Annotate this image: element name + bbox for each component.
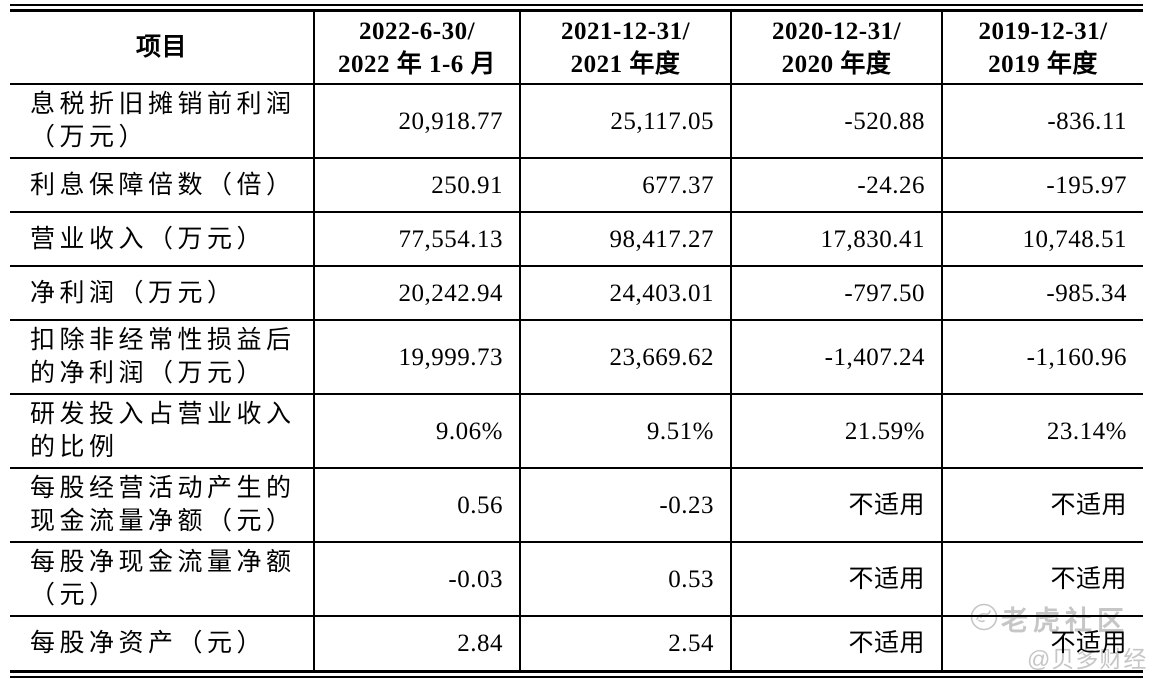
metric-value: 10,748.51 [941,212,1143,267]
period-2021-header: 2021-12-31/ 2021 年度 [519,12,731,85]
metric-value: -836.11 [941,84,1143,159]
metric-label: 利息保障倍数（倍） [10,158,314,213]
metric-row-revenue: 营业收入（万元） 77,554.13 98,417.27 17,830.41 1… [10,212,1143,267]
metric-value: 98,417.27 [519,212,731,267]
metric-value: 2.54 [519,616,731,670]
metric-value: 不适用 [730,616,942,670]
metric-value: -985.34 [941,266,1143,321]
metric-value: -1,160.96 [941,320,1143,395]
metric-value: -0.23 [519,468,731,543]
metric-value: 19,999.73 [313,320,520,395]
header-row: 项目 2022-6-30/ 2022 年 1-6 月 2021-12-31/ 2… [10,12,1143,85]
metric-label: 营业收入（万元） [10,212,314,267]
metric-value: 不适用 [941,468,1143,543]
metric-value: 不适用 [730,468,942,543]
metric-value: 77,554.13 [313,212,520,267]
metric-value: 9.06% [313,394,520,469]
metric-value: 20,918.77 [313,84,520,159]
metric-value: -24.26 [730,158,942,213]
period-2020-header: 2020-12-31/ 2020 年度 [730,12,942,85]
metric-row-adjusted-net-profit: 扣除非经常性损益后 的净利润（万元） 19,999.73 23,669.62 -… [10,320,1143,395]
metric-value: 0.56 [313,468,520,543]
metric-value: 250.91 [313,158,520,213]
metric-value: 21.59% [730,394,942,469]
metric-value: 677.37 [519,158,731,213]
metric-row-operating-cashflow-per-share: 每股经营活动产生的 现金流量净额（元） 0.56 -0.23 不适用 不适用 [10,468,1143,543]
table-bottom-double-rule [10,670,1143,678]
metric-value: 23.14% [941,394,1143,469]
metric-row-rd-ratio: 研发投入占营业收入 的比例 9.06% 9.51% 21.59% 23.14% [10,394,1143,469]
financial-metrics-table: 项目 2022-6-30/ 2022 年 1-6 月 2021-12-31/ 2… [10,4,1143,678]
metric-value: 24,403.01 [519,266,731,321]
metric-label: 净利润（万元） [10,266,314,321]
metric-label: 每股净资产（元） [30,630,267,657]
metric-value: 不适用 [941,542,1143,617]
item-column-header: 项目 [10,12,314,85]
metric-value: 17,830.41 [730,212,942,267]
financial-metrics-grid: 项目 2022-6-30/ 2022 年 1-6 月 2021-12-31/ 2… [10,12,1143,670]
metric-label: 每股经营活动产生的 现金流量净额（元） [10,468,314,543]
metric-value: 25,117.05 [519,84,731,159]
metric-label: 扣除非经常性损益后 的净利润（万元） [10,320,314,395]
metric-value: 不适用 [730,542,942,617]
metric-row-net-assets-per-share: 每股净资产（元） 2.84 2.54 不适用 不适用 [10,616,1143,670]
metric-label: 研发投入占营业收入 的比例 [10,394,314,469]
period-2019-header: 2019-12-31/ 2019 年度 [941,12,1143,85]
metric-value: -520.88 [730,84,942,159]
metric-value: 20,242.94 [313,266,520,321]
period-2022h1-header: 2022-6-30/ 2022 年 1-6 月 [313,12,520,85]
metric-value: -0.03 [313,542,520,617]
metric-value: 0.53 [519,542,731,617]
metric-value: 9.51% [519,394,731,469]
metric-value: 不适用 [941,616,1143,670]
metric-label: 每股净现金流量净额 （元） [10,542,314,617]
metric-row-net-profit: 净利润（万元） 20,242.94 24,403.01 -797.50 -985… [10,266,1143,321]
table-top-double-rule [10,4,1143,12]
metric-value: 23,669.62 [519,320,731,395]
metric-value: 2.84 [313,616,520,670]
metric-row-ebitda: 息税折旧摊销前利润 （万元） 20,918.77 25,117.05 -520.… [10,84,1143,159]
metric-row-interest-coverage: 利息保障倍数（倍） 250.91 677.37 -24.26 -195.97 [10,158,1143,213]
metric-value: -1,407.24 [730,320,942,395]
metric-label: 息税折旧摊销前利润 （万元） [10,84,314,159]
metric-row-net-cashflow-per-share: 每股净现金流量净额 （元） -0.03 0.53 不适用 不适用 [10,542,1143,617]
metric-value: -797.50 [730,266,942,321]
metric-value: -195.97 [941,158,1143,213]
